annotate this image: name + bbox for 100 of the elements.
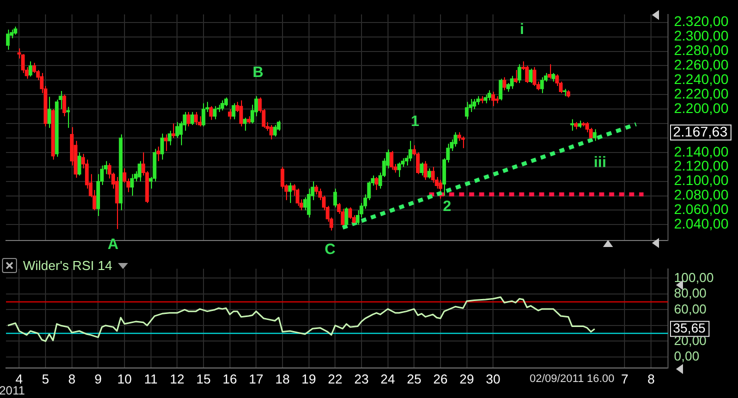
candlestick [47,96,52,128]
x-tick-label: 29 [460,371,474,386]
annotation: 1 [410,113,420,130]
candlestick [6,29,10,50]
candlestick [269,124,274,140]
candlestick [32,62,36,74]
x-tick-label: 10 [117,371,132,386]
x-tick-label: 25 [406,371,422,386]
candlestick [532,66,536,86]
candlestick [303,196,307,211]
candlestick [168,130,172,146]
candlestick [464,101,469,120]
y-tick-label: 2.120,00 [674,158,729,174]
candlestick [488,90,492,101]
x-tick-label: 5 [42,371,50,386]
candlestick [130,174,134,196]
candlestick [344,206,348,227]
y-tick-label: 2.300,00 [674,28,729,44]
candlestick [296,188,300,206]
x-tick-label: 23 [354,371,369,386]
candlestick [374,176,378,191]
x-tick-label: 9 [94,371,102,386]
candlestick [472,98,476,110]
candlestick [198,116,202,127]
candlestick [498,78,502,101]
candlestick [212,106,217,120]
y-tick-label: 2.220,00 [674,85,729,102]
y-tick-label: 100,00 [674,270,714,285]
candlestick [186,111,190,127]
candlestick [431,166,435,184]
y-tick-label: 2.260,00 [674,56,729,73]
candlestick [592,128,596,142]
x-tick-label: 18 [275,371,290,386]
y-tick-label: 2.320,00 [674,13,729,30]
candlestick [528,68,533,84]
x-tick-label: 17 [248,371,264,386]
x-tick-label: 26 [433,371,448,386]
x-tick-label: 11 [144,371,158,386]
candlestick [454,132,458,148]
candlestick [138,160,142,182]
candlestick [424,160,428,180]
y-tick-label: 2.040,00 [674,216,729,232]
x-tick-label: 30 [486,371,500,386]
candlestick [190,111,194,126]
y-tick-label: 2.100,00 [674,172,729,188]
candlestick [62,94,66,117]
y-tick-label: 0,00 [674,348,700,364]
x-tick-label: 8 [68,371,76,386]
candlestick [228,108,232,120]
candlestick [156,146,160,162]
candlestick [540,76,544,94]
text: C [324,241,336,258]
candlestick [306,188,311,218]
candlestick [202,102,206,127]
chart-title: Wilder's RSI 14 [23,258,112,273]
x-tick-label: 15 [196,371,211,386]
candlestick [390,150,394,170]
candlestick [348,206,352,220]
candlestick [115,176,119,230]
candlestick [570,118,574,132]
candlestick [28,60,32,78]
y-tick-label: 80,00 [674,286,707,301]
y-tick-label: 2.080,00 [674,186,729,203]
candlestick [427,168,431,179]
candlestick [514,70,518,84]
candlestick [518,64,522,84]
x-tick-label: 19 [302,371,316,386]
candlestick [66,106,70,128]
candlestick [502,76,506,91]
annotation: B [252,64,264,82]
candlestick [288,182,292,204]
candlestick [420,162,424,176]
y-tick-label: 2.280,00 [674,42,729,58]
x-tick-label: 8 [647,371,655,386]
candlestick [243,117,247,132]
text: 02/09/2011 16.00 [530,373,614,386]
x-tick-label: 12 [170,371,184,386]
candlestick [273,124,277,138]
candlestick [314,184,318,195]
candlestick [209,106,213,120]
y-tick-label: 60,00 [674,301,707,316]
candlestick [408,140,412,162]
candlestick [232,102,236,120]
annotation: A [108,236,119,254]
candlestick [78,152,82,176]
y-tick-label: 2.240,00 [674,71,729,88]
x-tick-label: 16 [222,371,238,386]
text: 35,65 [673,320,706,336]
candlestick [397,162,401,178]
candlestick [333,188,337,208]
y-tick-label: 2.140,00 [674,143,729,160]
x-tick-label: 7 [621,371,628,386]
x-tick-label: 22 [328,371,342,386]
annotation: 2 [442,198,452,216]
y-tick-label: 2.200,00 [674,100,729,116]
candlestick [525,65,529,84]
candlestick [510,75,514,90]
candlestick [164,134,168,152]
candlestick [175,122,179,138]
annotation: iii [594,154,606,172]
